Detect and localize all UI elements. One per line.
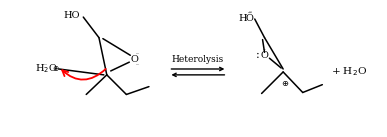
Text: + H$_2$O: + H$_2$O [331,65,367,78]
Text: ··: ·· [135,51,139,56]
Text: :: : [256,50,260,60]
Text: $\oplus$: $\oplus$ [52,65,60,73]
Text: HO: HO [64,11,80,20]
Text: ··: ·· [248,10,252,15]
Text: Ö: Ö [246,14,254,23]
Text: $\oplus$: $\oplus$ [281,79,289,88]
Text: O: O [260,51,269,60]
Text: ··: ·· [262,47,267,52]
Text: ··: ·· [135,62,139,67]
Text: Heterolysis: Heterolysis [172,55,224,64]
Text: H$_2$O: H$_2$O [35,63,58,75]
Text: ··: ·· [44,63,48,68]
Text: H: H [239,14,247,23]
Text: O: O [130,55,138,64]
